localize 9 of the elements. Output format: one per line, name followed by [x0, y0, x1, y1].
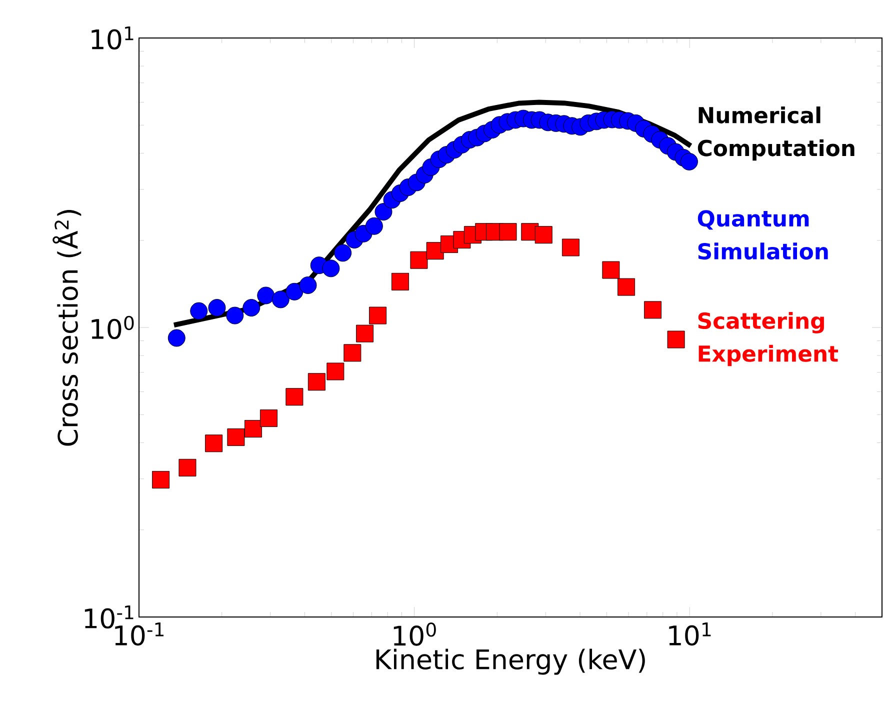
x-axis-title: Kinetic Energy (keV) — [376, 648, 645, 675]
x-tick-label: 10$^{0}$ — [394, 622, 436, 646]
series-label: Numerical Computation — [698, 106, 854, 161]
x-tick-label: 10$^{1}$ — [669, 622, 711, 646]
y-tick-label: 10$^{0}$ — [92, 316, 134, 340]
series-label: Quantum Simulation — [698, 210, 828, 260]
y-tick-label: 10$^{1}$ — [92, 26, 134, 50]
y-axis-title: Cross section (Å$^{2}$) — [52, 210, 82, 446]
series-label: Scattering Experiment — [698, 312, 838, 366]
